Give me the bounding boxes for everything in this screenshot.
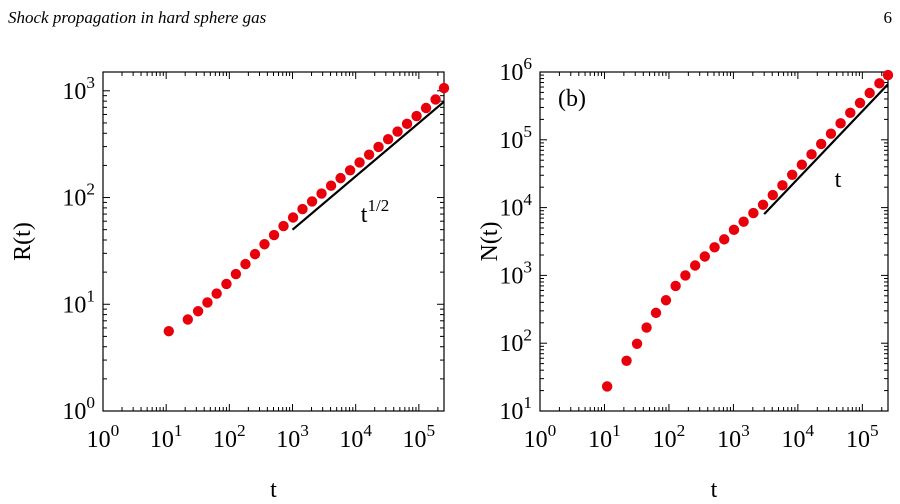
y-tick-label: 104: [499, 190, 532, 222]
y-tick-label: 106: [499, 54, 532, 86]
data-point: [815, 138, 827, 150]
data-point: [316, 188, 327, 199]
data-point: [268, 229, 280, 241]
data-point: [259, 239, 270, 250]
data-point: [660, 295, 672, 306]
data-point: [806, 149, 817, 160]
data-point: [438, 82, 450, 94]
data-point: [767, 189, 778, 201]
x-tick-label: 104: [339, 421, 372, 453]
data-point: [786, 169, 798, 180]
data-point: [344, 165, 356, 176]
page-header: Shock propagation in hard sphere gas 6: [8, 8, 892, 30]
x-tick-label: 103: [717, 421, 750, 453]
running-title: Shock propagation in hard sphere gas: [8, 8, 267, 27]
x-tick-label: 105: [403, 421, 436, 453]
y-tick-label: 103: [62, 73, 95, 105]
x-tick-label: 102: [213, 421, 246, 453]
data-point: [689, 260, 701, 271]
y-tick-label: 102: [62, 180, 95, 212]
data-point: [182, 314, 194, 325]
data-point: [297, 203, 308, 215]
data-point: [420, 102, 432, 114]
x-axis-label: t: [711, 477, 718, 503]
data-point: [354, 157, 365, 168]
y-tick-label: 100: [62, 393, 95, 425]
data-point: [373, 141, 384, 153]
plot-frame: [102, 71, 445, 412]
panel-label: (b): [558, 86, 586, 112]
guide-line: [291, 100, 445, 231]
panel-a-chart: 100 101 102 103 104 105 100 101 102 103 t R(t) t1/2: [10, 71, 450, 503]
page-number: 6: [883, 8, 893, 27]
data-point: [392, 126, 403, 137]
data-point: [221, 278, 232, 290]
data-point: [230, 268, 242, 280]
x-tick-label: 103: [276, 421, 309, 453]
x-tick-label: 100: [87, 421, 120, 453]
data-point: [601, 381, 613, 392]
data-point: [411, 110, 422, 122]
data-point: [874, 78, 885, 89]
data-point: [335, 172, 346, 184]
data-point: [854, 97, 866, 109]
data-point: [641, 322, 652, 333]
data-point: [748, 207, 759, 219]
y-tick-label: 101: [499, 393, 532, 425]
data-point: [287, 212, 299, 223]
data-point: [719, 234, 730, 245]
data-point: [835, 118, 846, 129]
y-tick-label: 105: [499, 122, 532, 154]
data-point: [401, 118, 413, 130]
guide-line: [763, 83, 889, 215]
data-point: [825, 128, 837, 139]
y-tick-label: 103: [499, 258, 532, 290]
data-point: [192, 306, 204, 317]
data-point: [306, 196, 318, 207]
x-tick-label: 105: [846, 421, 879, 453]
data-point: [699, 251, 711, 262]
data-point: [796, 159, 808, 170]
data-point: [211, 288, 222, 299]
data-point: [709, 242, 720, 253]
y-axis-label: R(t): [10, 222, 36, 261]
data-point: [163, 325, 174, 337]
data-point: [728, 224, 740, 236]
data-point: [845, 107, 856, 119]
data-point: [864, 87, 875, 99]
data-point: [325, 180, 337, 191]
x-axis-label: t: [270, 477, 277, 503]
data-point: [430, 94, 441, 105]
data-point: [621, 355, 632, 367]
y-tick-label: 102: [499, 325, 532, 357]
guide-line-label: t1/2: [361, 196, 389, 228]
x-tick-label: 101: [150, 421, 183, 453]
data-point: [240, 258, 251, 270]
y-axis-label: N(t): [477, 222, 503, 262]
data-point: [738, 216, 749, 227]
data-point: [202, 297, 213, 308]
data-point: [670, 280, 681, 292]
data-point: [680, 270, 691, 281]
data-point: [382, 133, 394, 145]
x-tick-label: 101: [588, 421, 621, 453]
data-point: [650, 307, 662, 319]
x-tick-label: 100: [524, 421, 557, 453]
data-point: [777, 180, 788, 191]
x-tick-label: 104: [782, 421, 815, 453]
data-point: [249, 248, 261, 260]
data-point: [757, 199, 769, 210]
y-tick-label: 101: [62, 286, 95, 318]
data-point: [278, 220, 289, 232]
data-point: [631, 338, 643, 349]
guide-line-label: t: [835, 167, 842, 193]
data-point: [363, 149, 375, 160]
x-tick-label: 102: [653, 421, 686, 453]
panel-b-chart: 100 101 102 103 104 105101102103104105106tN(t…: [477, 54, 894, 503]
data-point: [882, 69, 894, 81]
